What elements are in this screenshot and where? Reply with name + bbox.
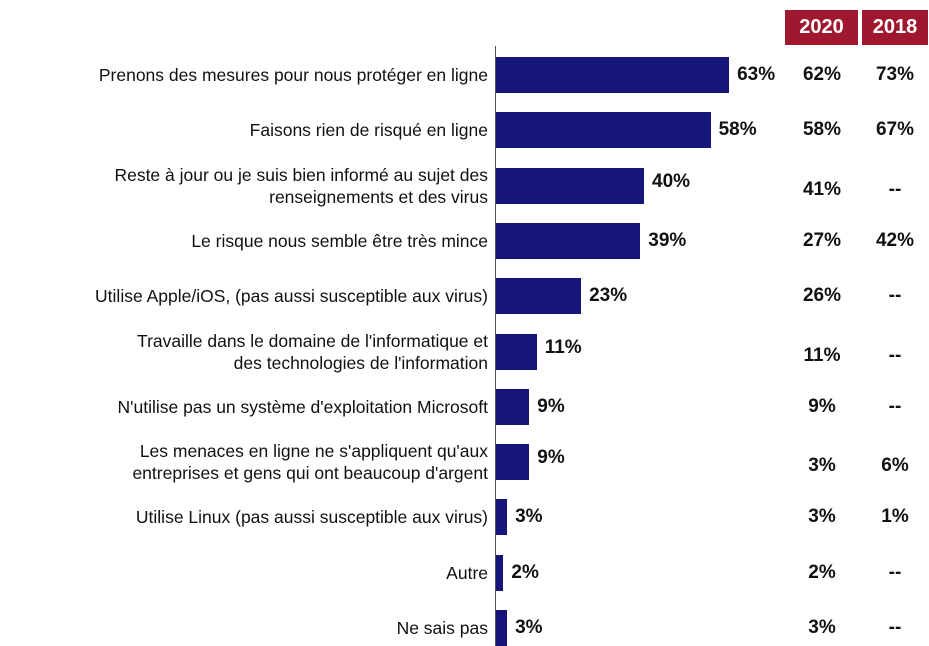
- column-value: --: [888, 617, 902, 638]
- column-value: 62%: [802, 64, 842, 85]
- bar: [496, 610, 508, 646]
- value-label: 58%: [718, 119, 757, 141]
- category-label: Utilise Apple/iOS, (pas aussi susceptibl…: [95, 286, 488, 307]
- category-label: N'utilise pas un système d'exploitation …: [117, 396, 488, 417]
- value-label: 11%: [544, 336, 582, 358]
- column-value: --: [888, 178, 902, 200]
- column-value: 1%: [881, 506, 909, 528]
- category-label: Prenons des mesures pour nous protéger e…: [98, 65, 488, 85]
- value-label: 3%: [515, 617, 543, 638]
- column-value: 3%: [808, 617, 836, 638]
- column-value: 9%: [808, 395, 836, 417]
- category-label: Autre: [446, 562, 488, 583]
- column-value: 58%: [802, 119, 842, 141]
- category-label: Reste à jour ou je suis bien informé au …: [114, 164, 488, 207]
- value-label: 40%: [652, 170, 691, 192]
- value-label: 3%: [515, 506, 543, 528]
- column-value: 73%: [875, 64, 915, 85]
- bar: [496, 333, 537, 370]
- category-label: Travaille dans le domaine de l'informati…: [137, 330, 488, 373]
- column-header: 2018: [862, 10, 928, 45]
- category-label: Ne sais pas: [396, 618, 488, 638]
- bar: [496, 444, 530, 481]
- column-value: 67%: [875, 119, 915, 141]
- bar: [496, 112, 711, 149]
- column-header: 2020: [785, 10, 858, 45]
- category-label: Les menaces en ligne ne s'appliquent qu'…: [132, 441, 488, 484]
- column-value: 27%: [802, 229, 842, 251]
- bar: [496, 554, 504, 591]
- bar: [496, 499, 508, 536]
- column-value: 6%: [881, 455, 909, 477]
- column-value: --: [888, 561, 902, 583]
- bar: [496, 57, 730, 93]
- column-value: 41%: [802, 178, 842, 200]
- column-value: 2%: [808, 561, 836, 583]
- column-value: 3%: [808, 455, 836, 477]
- column-value: --: [888, 285, 902, 307]
- bar: [496, 278, 582, 315]
- value-label: 9%: [537, 395, 565, 417]
- bar: [496, 388, 530, 425]
- column-value: 11%: [803, 344, 841, 366]
- column-value: 3%: [808, 506, 836, 528]
- axis-line: [495, 46, 496, 646]
- category-label: Le risque nous semble être très mince: [191, 230, 488, 251]
- category-label: Utilise Linux (pas aussi susceptible aux…: [135, 507, 488, 528]
- value-label: 63%: [737, 64, 776, 85]
- column-value: --: [888, 344, 902, 366]
- value-label: 9%: [537, 447, 565, 469]
- column-value: 26%: [802, 285, 842, 307]
- value-label: 23%: [589, 285, 628, 307]
- column-value: --: [888, 395, 902, 417]
- column-value: 42%: [875, 229, 915, 251]
- value-label: 39%: [648, 229, 687, 251]
- category-label: Faisons rien de risqué en ligne: [249, 120, 488, 141]
- bar: [496, 222, 641, 259]
- value-label: 2%: [511, 561, 539, 583]
- bar: [496, 167, 644, 204]
